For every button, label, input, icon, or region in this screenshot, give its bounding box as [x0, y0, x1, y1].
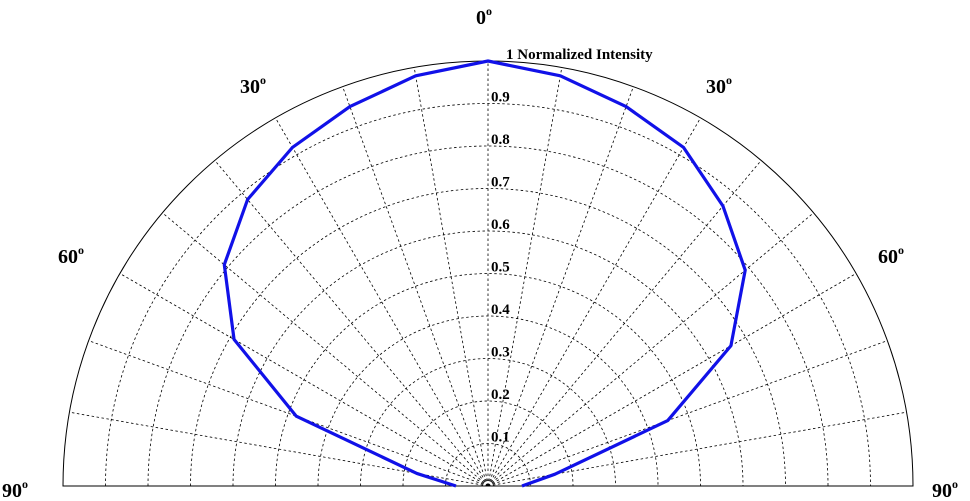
spoke-20 [487, 86, 634, 487]
angle-label-60: 60o [878, 243, 904, 268]
spoke--50 [162, 212, 489, 487]
polar-grid [69, 61, 907, 487]
spoke-50 [487, 212, 814, 487]
angle-label--90: 90o [2, 477, 28, 501]
radial-tick-label: 0.9 [491, 90, 510, 106]
ring-0.4 [317, 315, 659, 487]
spoke--70 [88, 340, 489, 487]
angle-label--30: 30o [240, 73, 266, 98]
radial-tick-label: 0.4 [491, 302, 510, 318]
radial-tick-label: 0.3 [491, 345, 510, 361]
ring-0.3 [360, 358, 616, 487]
ring-0.2 [402, 400, 574, 487]
labels-layer: 0.1 0.2 0.3 0.4 0.5 0.6 0.7 0.8 0.9 1 Normalized … [2, 4, 958, 501]
ring-0.7 [190, 188, 786, 487]
radial-tick-label: 0.7 [491, 175, 510, 191]
spoke-30 [487, 117, 701, 487]
radial-tick-label: 0.1 [491, 430, 510, 446]
radial-tick-label: 0.8 [491, 132, 510, 148]
ring-0.9 [105, 103, 871, 487]
series-line-0 [222, 59, 747, 488]
ring-0.1 [445, 443, 531, 487]
angle-label-90: 90o [932, 477, 958, 501]
angle-label-30: 30o [706, 73, 732, 98]
radial-tick-label: 0.2 [491, 387, 510, 403]
series-layer [222, 59, 747, 488]
radial-tick-label: 0.6 [491, 217, 510, 233]
radial-tick-label: 1 Normalized Intensity [506, 47, 653, 63]
angle-label-0: 0o [476, 4, 492, 29]
spoke--20 [342, 86, 489, 487]
radial-tick-label: 0.5 [491, 260, 510, 276]
spoke-70 [487, 340, 888, 487]
angle-label--60: 60o [58, 243, 84, 268]
